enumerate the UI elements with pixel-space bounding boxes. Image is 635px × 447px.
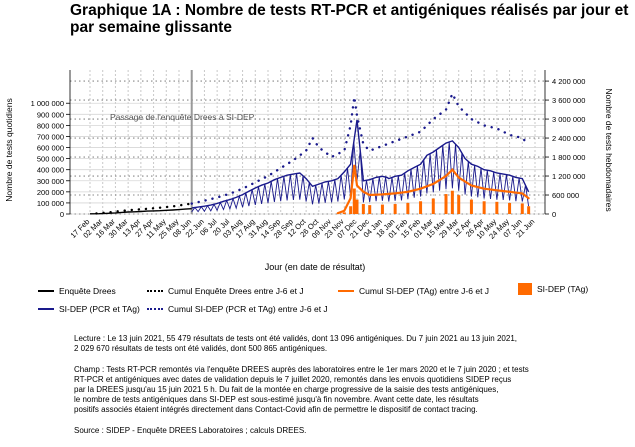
series-si-dep-tag-bar: [450, 190, 454, 214]
legend-label: Cumul SI-DEP (TAg) entre J-6 et J: [359, 286, 490, 296]
series-si-dep-tag-bar: [520, 203, 524, 214]
y-left-tick-label: 0: [60, 210, 64, 219]
series-si-dep-tag-bar: [457, 195, 461, 214]
legend-label: Enquête Drees: [59, 286, 116, 296]
series-si-dep-tag-bar: [419, 201, 423, 214]
y-right-tick-label: 0: [552, 210, 556, 219]
y-right-tick-label: 3 600 000: [552, 96, 585, 105]
legend-swatch-dotted-black: [147, 290, 163, 292]
series-si-dep-pcr-et-tag-weekday-cycle: [191, 141, 530, 213]
grid: [70, 70, 545, 215]
y-axis-right-label: Nombre de tests hebdomadaires: [604, 88, 614, 211]
series-si-dep-pcr-et-tag: [191, 119, 530, 209]
y-right-tick-label: 3 000 000: [552, 115, 585, 124]
y-axis-left-label: Nombre de tests quotidiens: [4, 98, 14, 201]
weekly-series: [95, 90, 530, 215]
legend-label: SI-DEP (TAg): [537, 284, 589, 294]
chart-annotation: Passage de l'enquête Drees à SI-DEP: [110, 112, 255, 122]
legend: Enquête Drees Cumul Enquête Drees entre …: [0, 283, 635, 324]
y-right-tick-label: 1 200 000: [552, 172, 585, 181]
series-si-dep-tag-bar: [406, 202, 410, 214]
legend-item-sidep-tag: SI-DEP (TAg): [518, 283, 588, 295]
y-left-tick-label: 800 000: [37, 121, 64, 130]
note-source: Source : SIDEP - Enquête DREES Laboratoi…: [74, 426, 307, 435]
series-si-dep-tag-bar: [380, 204, 384, 214]
y-left-tick-label: 300 000: [37, 177, 64, 186]
series-si-dep-tag-bar: [444, 194, 448, 214]
y-left-tick-label: 500 000: [37, 155, 64, 164]
tag-bars: [336, 188, 531, 214]
y-left-tick-label: 100 000: [37, 199, 64, 208]
y-left-tick-label: 200 000: [37, 188, 64, 197]
legend-swatch-solid-black: [38, 290, 54, 292]
legend-label: SI-DEP (PCR et TAg): [59, 304, 140, 314]
y-right-tick-label: 1 800 000: [552, 153, 585, 162]
legend-item-enquete-drees: Enquête Drees: [38, 286, 116, 296]
legend-label: Cumul SI-DEP (PCR et TAg) entre J-6 et J: [168, 304, 328, 314]
y-left-tick-label: 700 000: [37, 132, 64, 141]
series-enquete-drees: [89, 208, 192, 215]
series-si-dep-tag-bar: [342, 212, 346, 214]
note-lecture: Lecture : Le 13 juin 2021, 55 479 résult…: [74, 334, 517, 353]
note-champ: Champ : Tests RT-PCR remontés via l'enqu…: [74, 365, 529, 414]
series-si-dep-tag-bar: [482, 201, 486, 214]
legend-swatch-dotted-navy: [147, 308, 163, 310]
series-si-dep-tag-bar: [508, 202, 512, 214]
legend-item-cumul-sidep-tag: Cumul SI-DEP (TAg) entre J-6 et J: [338, 286, 489, 296]
legend-item-sidep-pcr-tag: SI-DEP (PCR et TAg): [38, 304, 140, 314]
chart-title: Graphique 1A : Nombre de tests RT-PCR et…: [70, 2, 629, 36]
legend-item-cumul-sidep-pcr-tag: Cumul SI-DEP (PCR et TAg) entre J-6 et J: [147, 304, 328, 314]
y-right-tick-label: 600 000: [552, 191, 579, 200]
legend-swatch-solid-navy: [38, 308, 54, 310]
series-si-dep-tag-bar: [349, 206, 353, 214]
y-left-tick-label: 1 000 000: [31, 99, 64, 108]
daily-series: [89, 119, 530, 215]
series-cumul-si-dep-tag-entre-j-6-et-j: [336, 164, 530, 215]
y-left-tick-label: 600 000: [37, 144, 64, 153]
legend-swatch-solid-orange: [338, 290, 354, 292]
series-cumul-enquete-drees-entre-j-6-et-j: [95, 202, 193, 215]
series-si-dep-tag-bar: [361, 204, 365, 214]
series-si-dep-tag-bar: [368, 205, 372, 214]
y-left-tick-label: 900 000: [37, 110, 64, 119]
y-right-tick-label: 4 200 000: [552, 77, 585, 86]
series-si-dep-tag-bar: [495, 201, 499, 214]
legend-label: Cumul Enquête Drees entre J-6 et J: [168, 286, 304, 296]
series-si-dep-tag-bar: [393, 204, 397, 214]
series-si-dep-tag-bar: [355, 199, 359, 214]
y-right-tick-label: 2 400 000: [552, 134, 585, 143]
series-si-dep-tag-bar: [431, 198, 435, 214]
notes: Lecture : Le 13 juin 2021, 55 479 résult…: [74, 334, 619, 447]
series-si-dep-tag-bar: [469, 199, 473, 214]
legend-item-cumul-enquete-drees: Cumul Enquête Drees entre J-6 et J: [147, 286, 304, 296]
y-left-tick-label: 400 000: [37, 166, 64, 175]
series-si-dep-tag-bar: [352, 188, 356, 214]
x-axis-label: Jour (en date de résultat): [265, 262, 366, 272]
legend-swatch-bar-orange: [518, 283, 532, 295]
series-si-dep-tag-bar: [527, 206, 531, 214]
